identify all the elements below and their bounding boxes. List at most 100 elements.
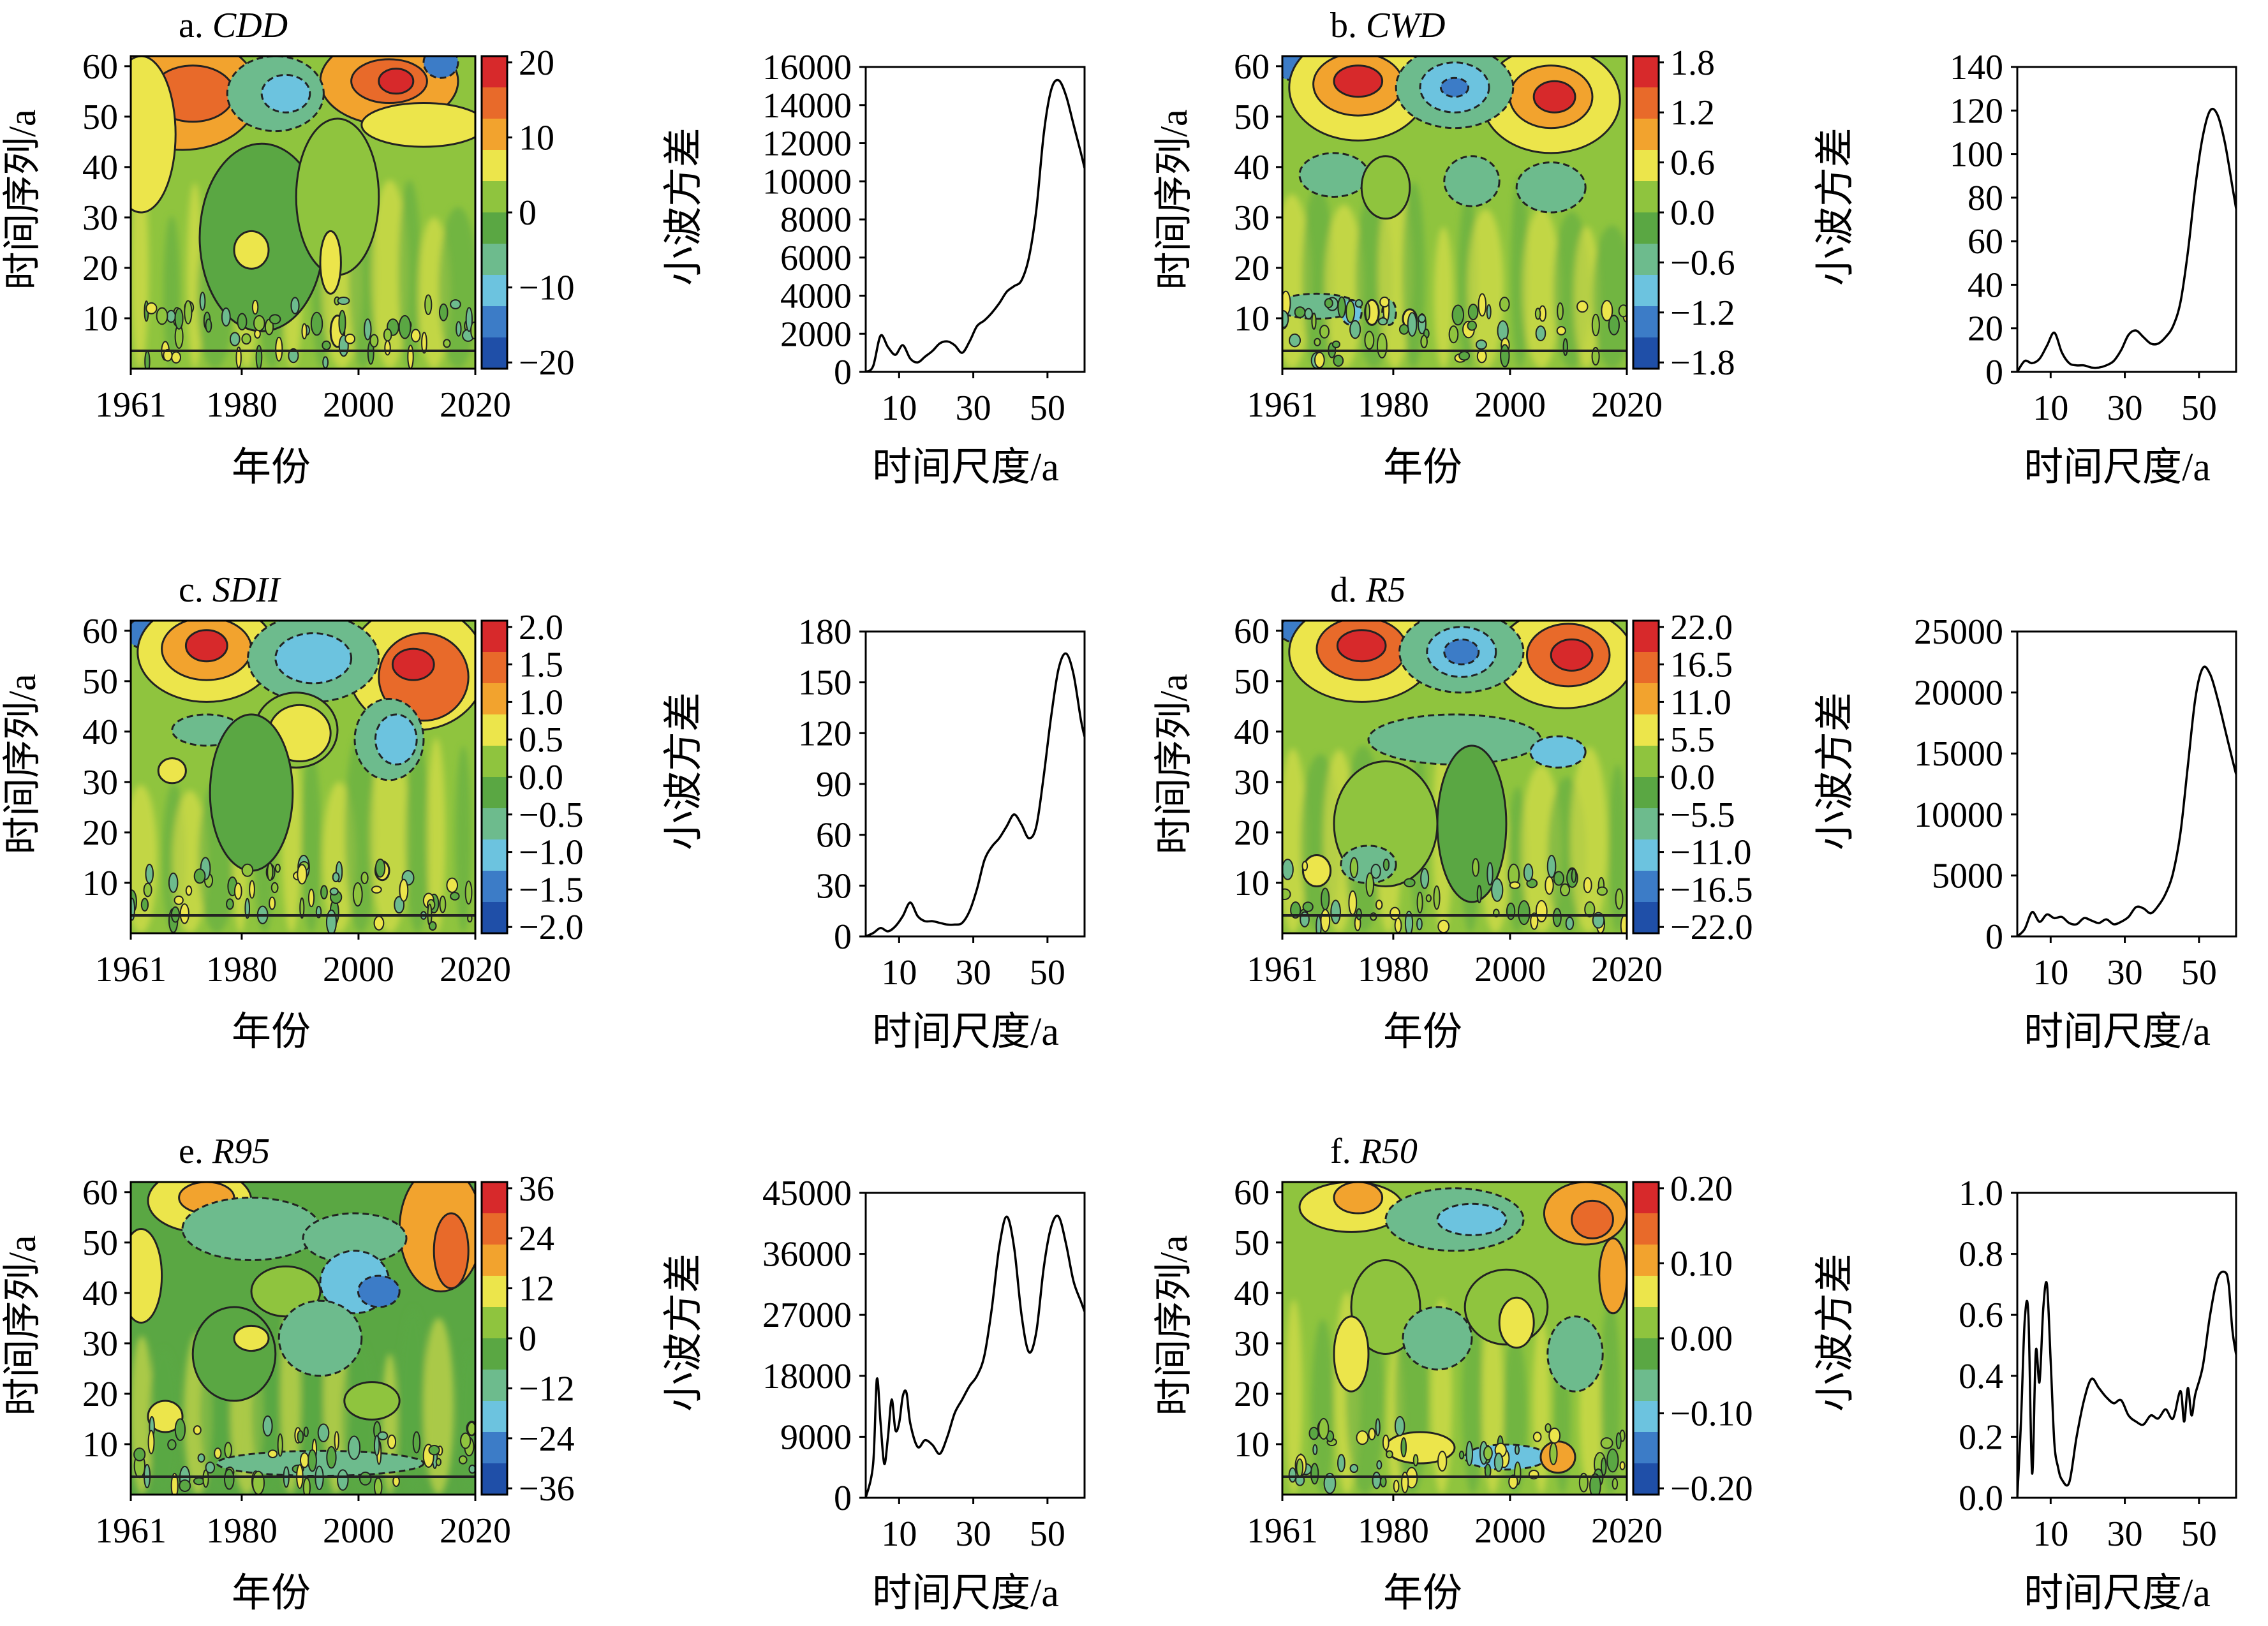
contour-cell [468,1464,475,1474]
heatmap-y-tick-label: 50 [82,1223,118,1263]
line-chart-y-tick-label: 0.4 [1959,1357,2003,1396]
colorbar-tick-label: −5.5 [1670,795,1735,835]
contour-cell [241,333,251,345]
colorbar-tick-label: −1.2 [1670,293,1735,333]
contour-cell [1584,901,1596,918]
line-chart-x-tick-label: 10 [2033,1514,2068,1554]
contour-cell [1398,323,1409,335]
line-chart-x-tick-label: 30 [956,953,991,993]
contour-region [260,73,311,114]
line-chart-x-ticks: 10 30 50 [881,1498,1065,1554]
contour-cell [467,1421,475,1436]
contour-cell [308,889,315,908]
contour-cell [446,877,459,893]
colorbar-segment [482,902,507,934]
contour-cell [458,1455,468,1465]
contour-cell [1486,862,1493,886]
colorbar-segment [1633,839,1659,871]
contour-cell [302,1477,311,1495]
contour-cell [1348,890,1358,915]
contour-cell [229,332,241,346]
heatmap-y-tick-label: 30 [1234,763,1270,802]
line-chart-y-tick-label: 45000 [762,1174,852,1213]
heatmap-streak [1592,225,1627,369]
contour-cell [1314,337,1321,346]
line-chart-y-tick-label: 1.0 [1959,1174,2003,1213]
contour-cell [438,303,448,322]
colorbar-tick-label: −1.0 [519,833,584,873]
contour-cell [253,314,265,332]
contour-cell [1532,1431,1542,1442]
colorbar-segment [1633,871,1659,903]
heatmap-fill [1282,621,1627,933]
contour-cell [174,1418,186,1442]
contour-cell [1386,1450,1393,1459]
contour-cell [249,880,255,899]
heatmap-y-ticks: 10 20 30 40 50 60 [82,1173,131,1465]
wavelet-heatmap: 10 20 30 40 50 60 1961 1980 2000 2020 年份 时间序列/a [1153,612,1663,1054]
heatmap-small-scale-band [131,1415,475,1495]
heatmap-y-ticks: 10 20 30 40 50 60 [82,47,131,339]
contour-cell [1576,300,1589,313]
contour-region [1333,64,1384,98]
heatmap-frame [130,1181,477,1496]
contour-cell [1310,1463,1319,1485]
line-chart-y-tick-label: 60 [816,816,852,855]
colorbar-segment [482,337,507,369]
wavelet-variance-chart: 0 9000 18000 27000 36000 45000 10 30 50 时间尺度/a 小波方… [662,1174,1086,1615]
colorbar-segment [1633,1401,1659,1433]
heatmap-x-tick-label: 1961 [95,385,167,425]
contour-cell [1557,302,1564,320]
heatmap-x-tick-label: 1980 [1358,950,1429,989]
line-chart-y-axis-label: 小波方差 [662,128,706,286]
contour-cell [290,297,300,314]
contour-cell [1365,302,1370,321]
contour-cell [352,882,363,907]
contour-cell [166,309,176,323]
line-chart-y-tick-label: 12000 [762,124,852,164]
heatmap-x-tick-label: 2000 [323,385,394,425]
line-chart-x-ticks: 10 30 50 [881,372,1065,428]
heatmap-x-tick-label: 2000 [323,950,394,989]
colorbar-tick-label: 0.5 [519,720,563,760]
line-chart-x-tick-label: 10 [881,388,917,428]
colorbar-tick-label: −2.0 [519,908,584,947]
contour-cell [410,329,421,343]
contour-cell [348,1435,361,1460]
contour-cell [1401,1472,1409,1493]
contour-cell [1282,859,1294,880]
contour-cell [241,863,254,877]
contour-cell [1349,320,1361,339]
colorbar-segment [1633,1338,1659,1370]
colorbar-segment [482,119,507,151]
heatmap-y-tick-label: 20 [82,1375,118,1414]
contour-cell [1372,1471,1381,1489]
line-chart-frame [864,1192,1086,1499]
colorbar-segment [482,621,507,653]
line-chart-y-tick-label: 120 [798,714,852,753]
colorbar-segment [1633,181,1659,213]
variance-series-line [866,1215,1085,1498]
heatmap-y-tick-label: 50 [82,98,118,137]
line-chart-y-ticks: 0 9000 18000 27000 36000 45000 [762,1174,866,1518]
heatmap-streak [1467,209,1504,369]
contour-cell [428,921,437,931]
colorbar-segment [1633,1463,1659,1495]
heatmap-x-ticks: 1961 1980 2000 2020 [1247,369,1663,425]
line-chart-x-tick-label: 50 [1030,1514,1065,1554]
heatmap-x-ticks: 1961 1980 2000 2020 [1247,933,1663,989]
wavelet-heatmap: 10 20 30 40 50 60 1961 1980 2000 2020 年份 时间序列/a [1153,1173,1663,1615]
contour-cell [1393,1479,1400,1493]
heatmap-y-tick-label: 40 [82,1274,118,1313]
contour-cell [1349,857,1359,878]
contour-cell [1330,899,1341,924]
heatmap-fill [131,621,475,933]
heatmap-blobs [1282,621,1627,903]
line-chart-y-ticks: 0 5000 10000 15000 20000 25000 [1914,612,2017,957]
line-chart-y-tick-label: 80 [1968,179,2003,218]
contour-cell [1296,1458,1304,1477]
colorbar-tick-label: 10 [519,118,554,158]
contour-cell [345,333,356,344]
